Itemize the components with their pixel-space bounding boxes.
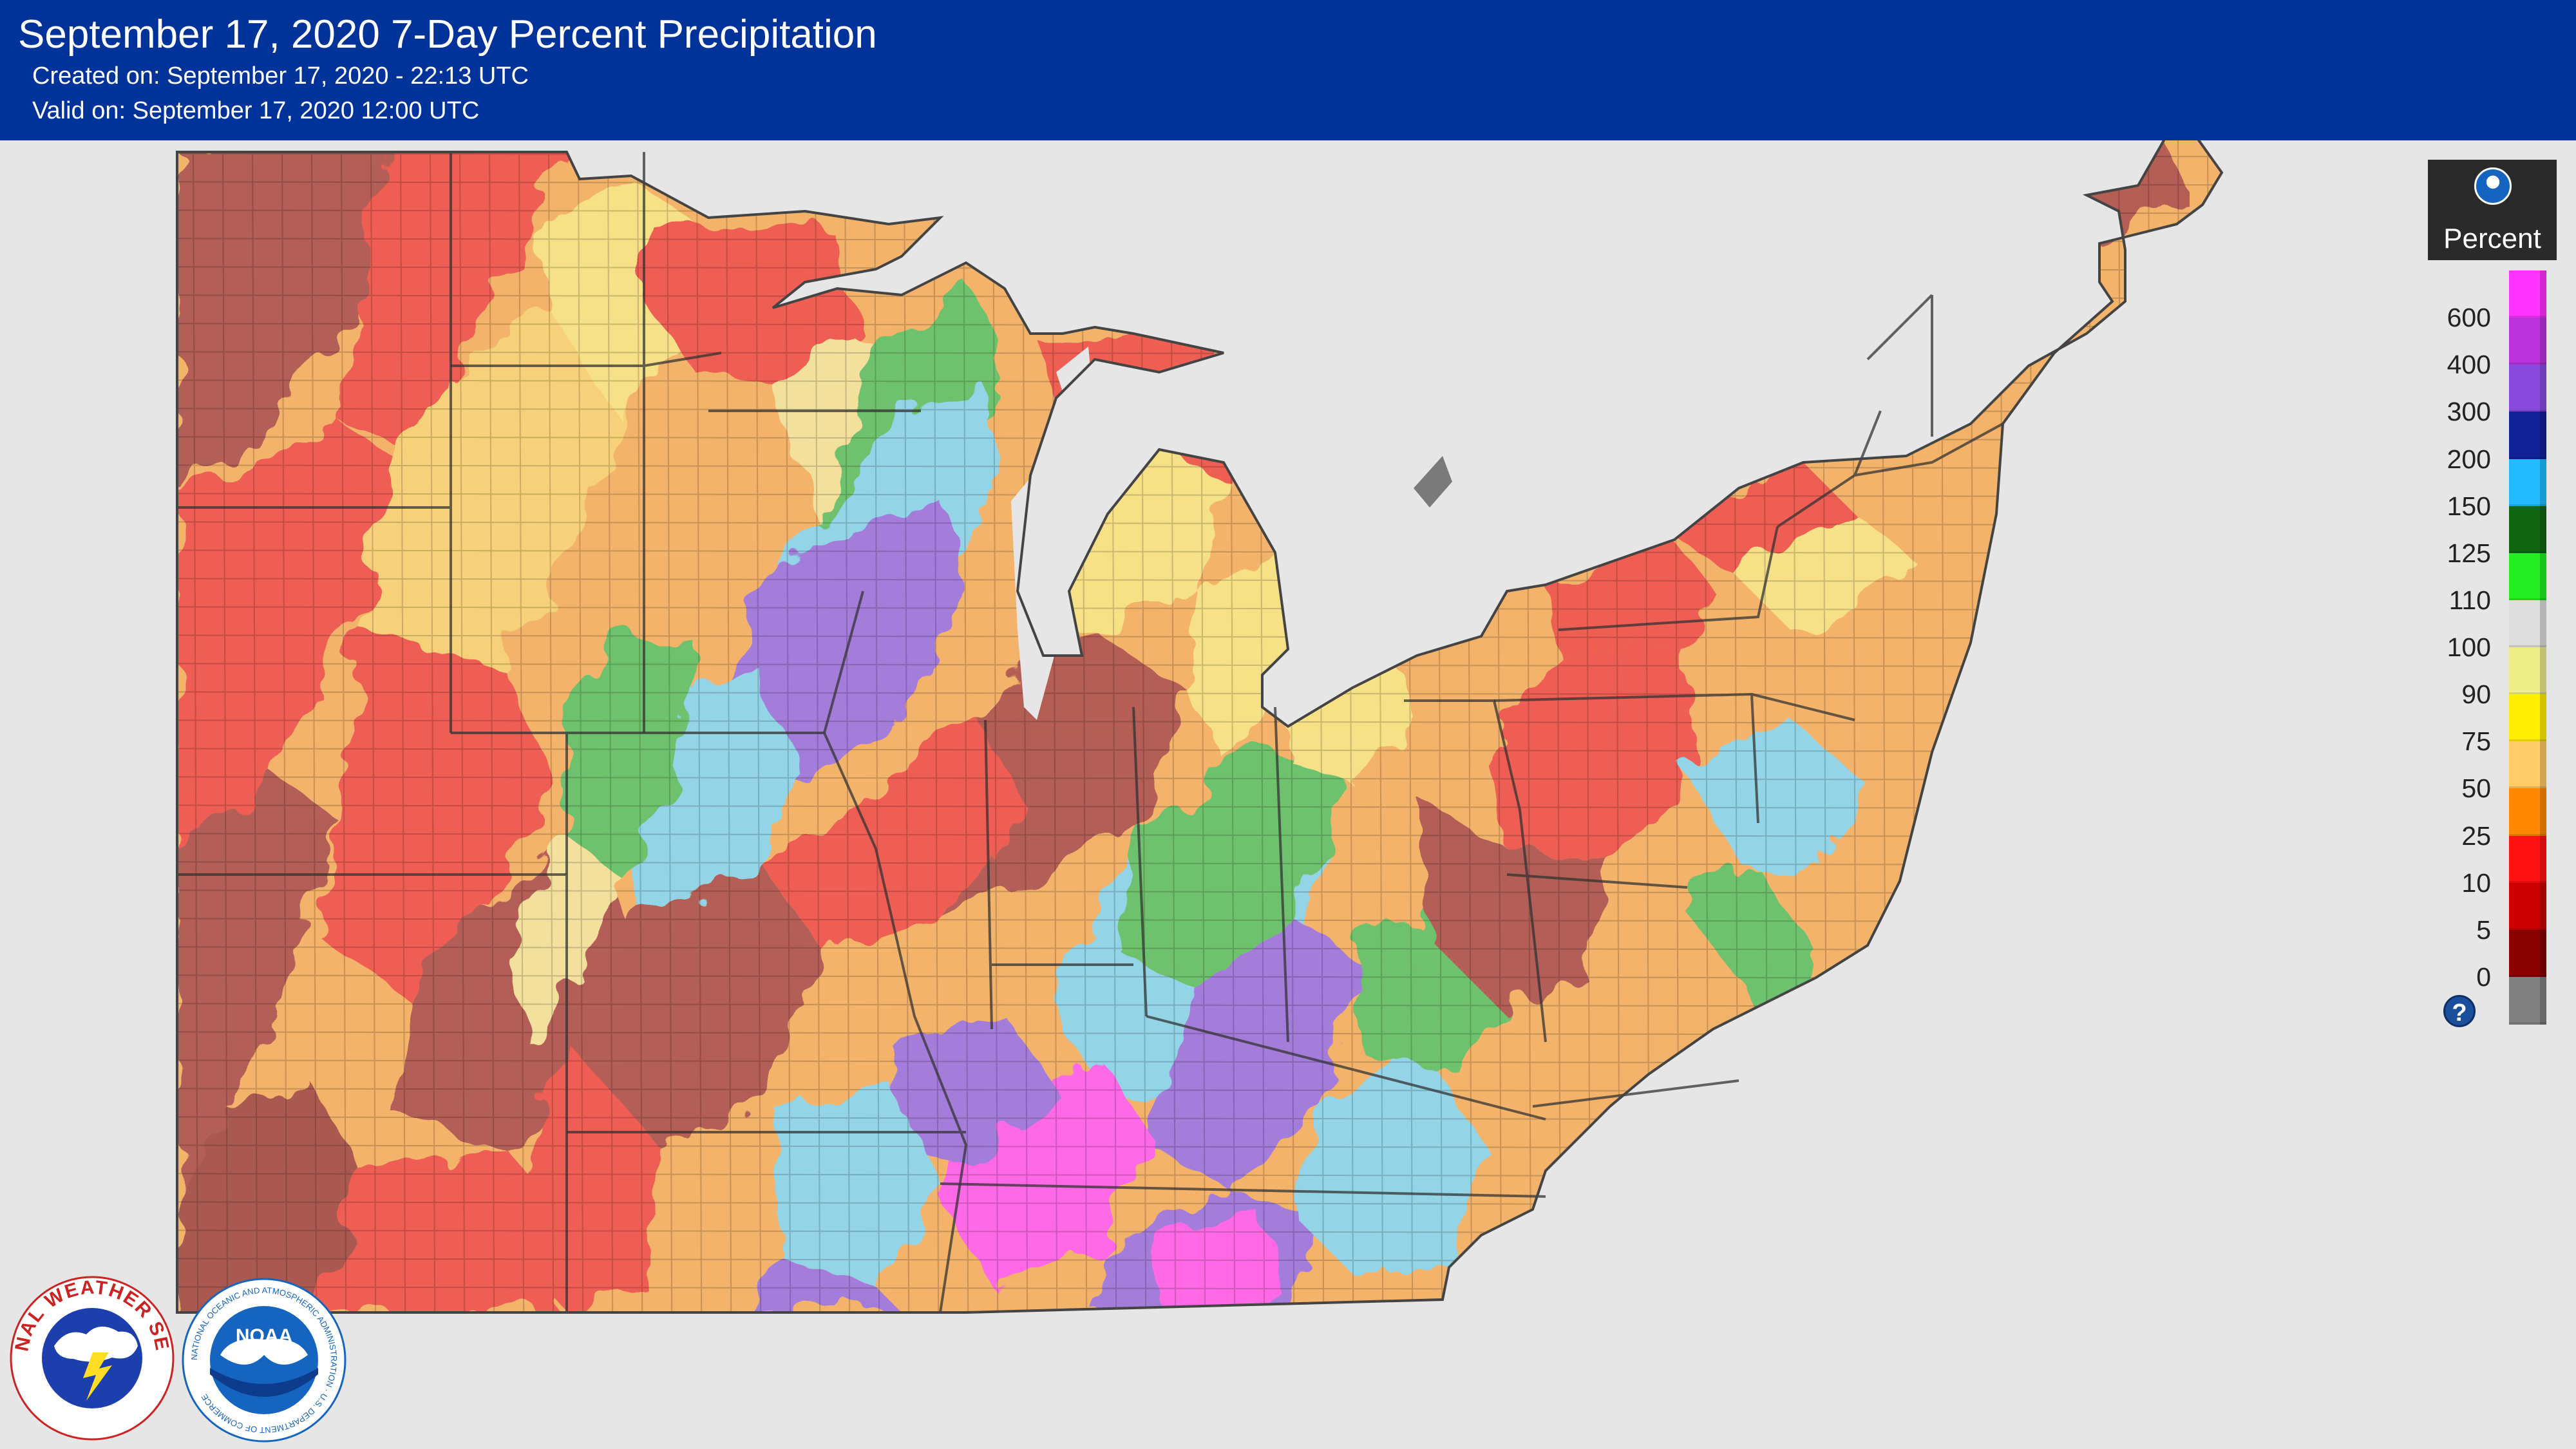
- legend-swatch: [2509, 270, 2546, 319]
- legend-swatch: [2509, 882, 2546, 931]
- legend-swatch: [2509, 976, 2546, 1025]
- legend-label: 125: [2447, 538, 2491, 568]
- noaa-logo-text: NOAA: [236, 1325, 292, 1347]
- legend-swatch: [2509, 600, 2546, 648]
- legend-label: 150: [2447, 491, 2491, 521]
- legend-swatch: [2509, 412, 2546, 460]
- legend-label: 110: [2448, 585, 2491, 615]
- legend-label: 90: [2461, 679, 2491, 710]
- legend-header: Percent: [2428, 160, 2557, 260]
- legend-color-bar: [2509, 270, 2546, 1025]
- state-borders: [177, 152, 2003, 1313]
- legend-swatch: [2509, 553, 2546, 601]
- nws-logo: NATIONAL WEATHER SERVICE: [9, 1275, 175, 1441]
- legend-swatch: [2509, 741, 2546, 790]
- valid-timestamp: Valid on: September 17, 2020 12:00 UTC: [32, 97, 480, 124]
- legend-label: 300: [2447, 397, 2491, 427]
- created-timestamp: Created on: September 17, 2020 - 22:13 U…: [32, 62, 529, 90]
- legend-label: 200: [2447, 444, 2491, 474]
- noaa-logo: NOAA NATIONAL OCEANIC AND ATMOSPHERIC AD…: [182, 1278, 346, 1443]
- legend-label: 600: [2447, 303, 2491, 333]
- isle-royale: [1414, 456, 1452, 507]
- legend-label: 10: [2461, 867, 2491, 898]
- legend-swatch: [2509, 694, 2546, 743]
- legend-swatch: [2509, 835, 2546, 884]
- legend-swatch: [2509, 929, 2546, 978]
- legend-swatch: [2509, 365, 2546, 413]
- question-icon[interactable]: ?: [2443, 995, 2476, 1027]
- noaa-icon: [2474, 167, 2512, 205]
- legend-swatch: [2509, 788, 2546, 837]
- legend-swatch: [2509, 459, 2546, 507]
- title-bar: September 17, 2020 7-Day Percent Precipi…: [0, 0, 2576, 140]
- legend-label: 25: [2461, 820, 2491, 851]
- map-title: September 17, 2020 7-Day Percent Precipi…: [18, 12, 877, 57]
- legend-swatch: [2509, 506, 2546, 554]
- legend-unit-label: Percent: [2443, 223, 2541, 254]
- legend-label: 400: [2447, 350, 2491, 380]
- legend-label: 5: [2476, 914, 2491, 945]
- legend-label: 50: [2461, 773, 2491, 804]
- legend-label: 75: [2461, 726, 2491, 757]
- precipitation-map[interactable]: [0, 140, 2576, 1449]
- precip-field: [177, 140, 2222, 1312]
- legend-label: 100: [2447, 632, 2491, 662]
- legend-swatch: [2509, 647, 2546, 696]
- legend-label: 0: [2476, 961, 2491, 992]
- legend-swatch: [2509, 317, 2546, 366]
